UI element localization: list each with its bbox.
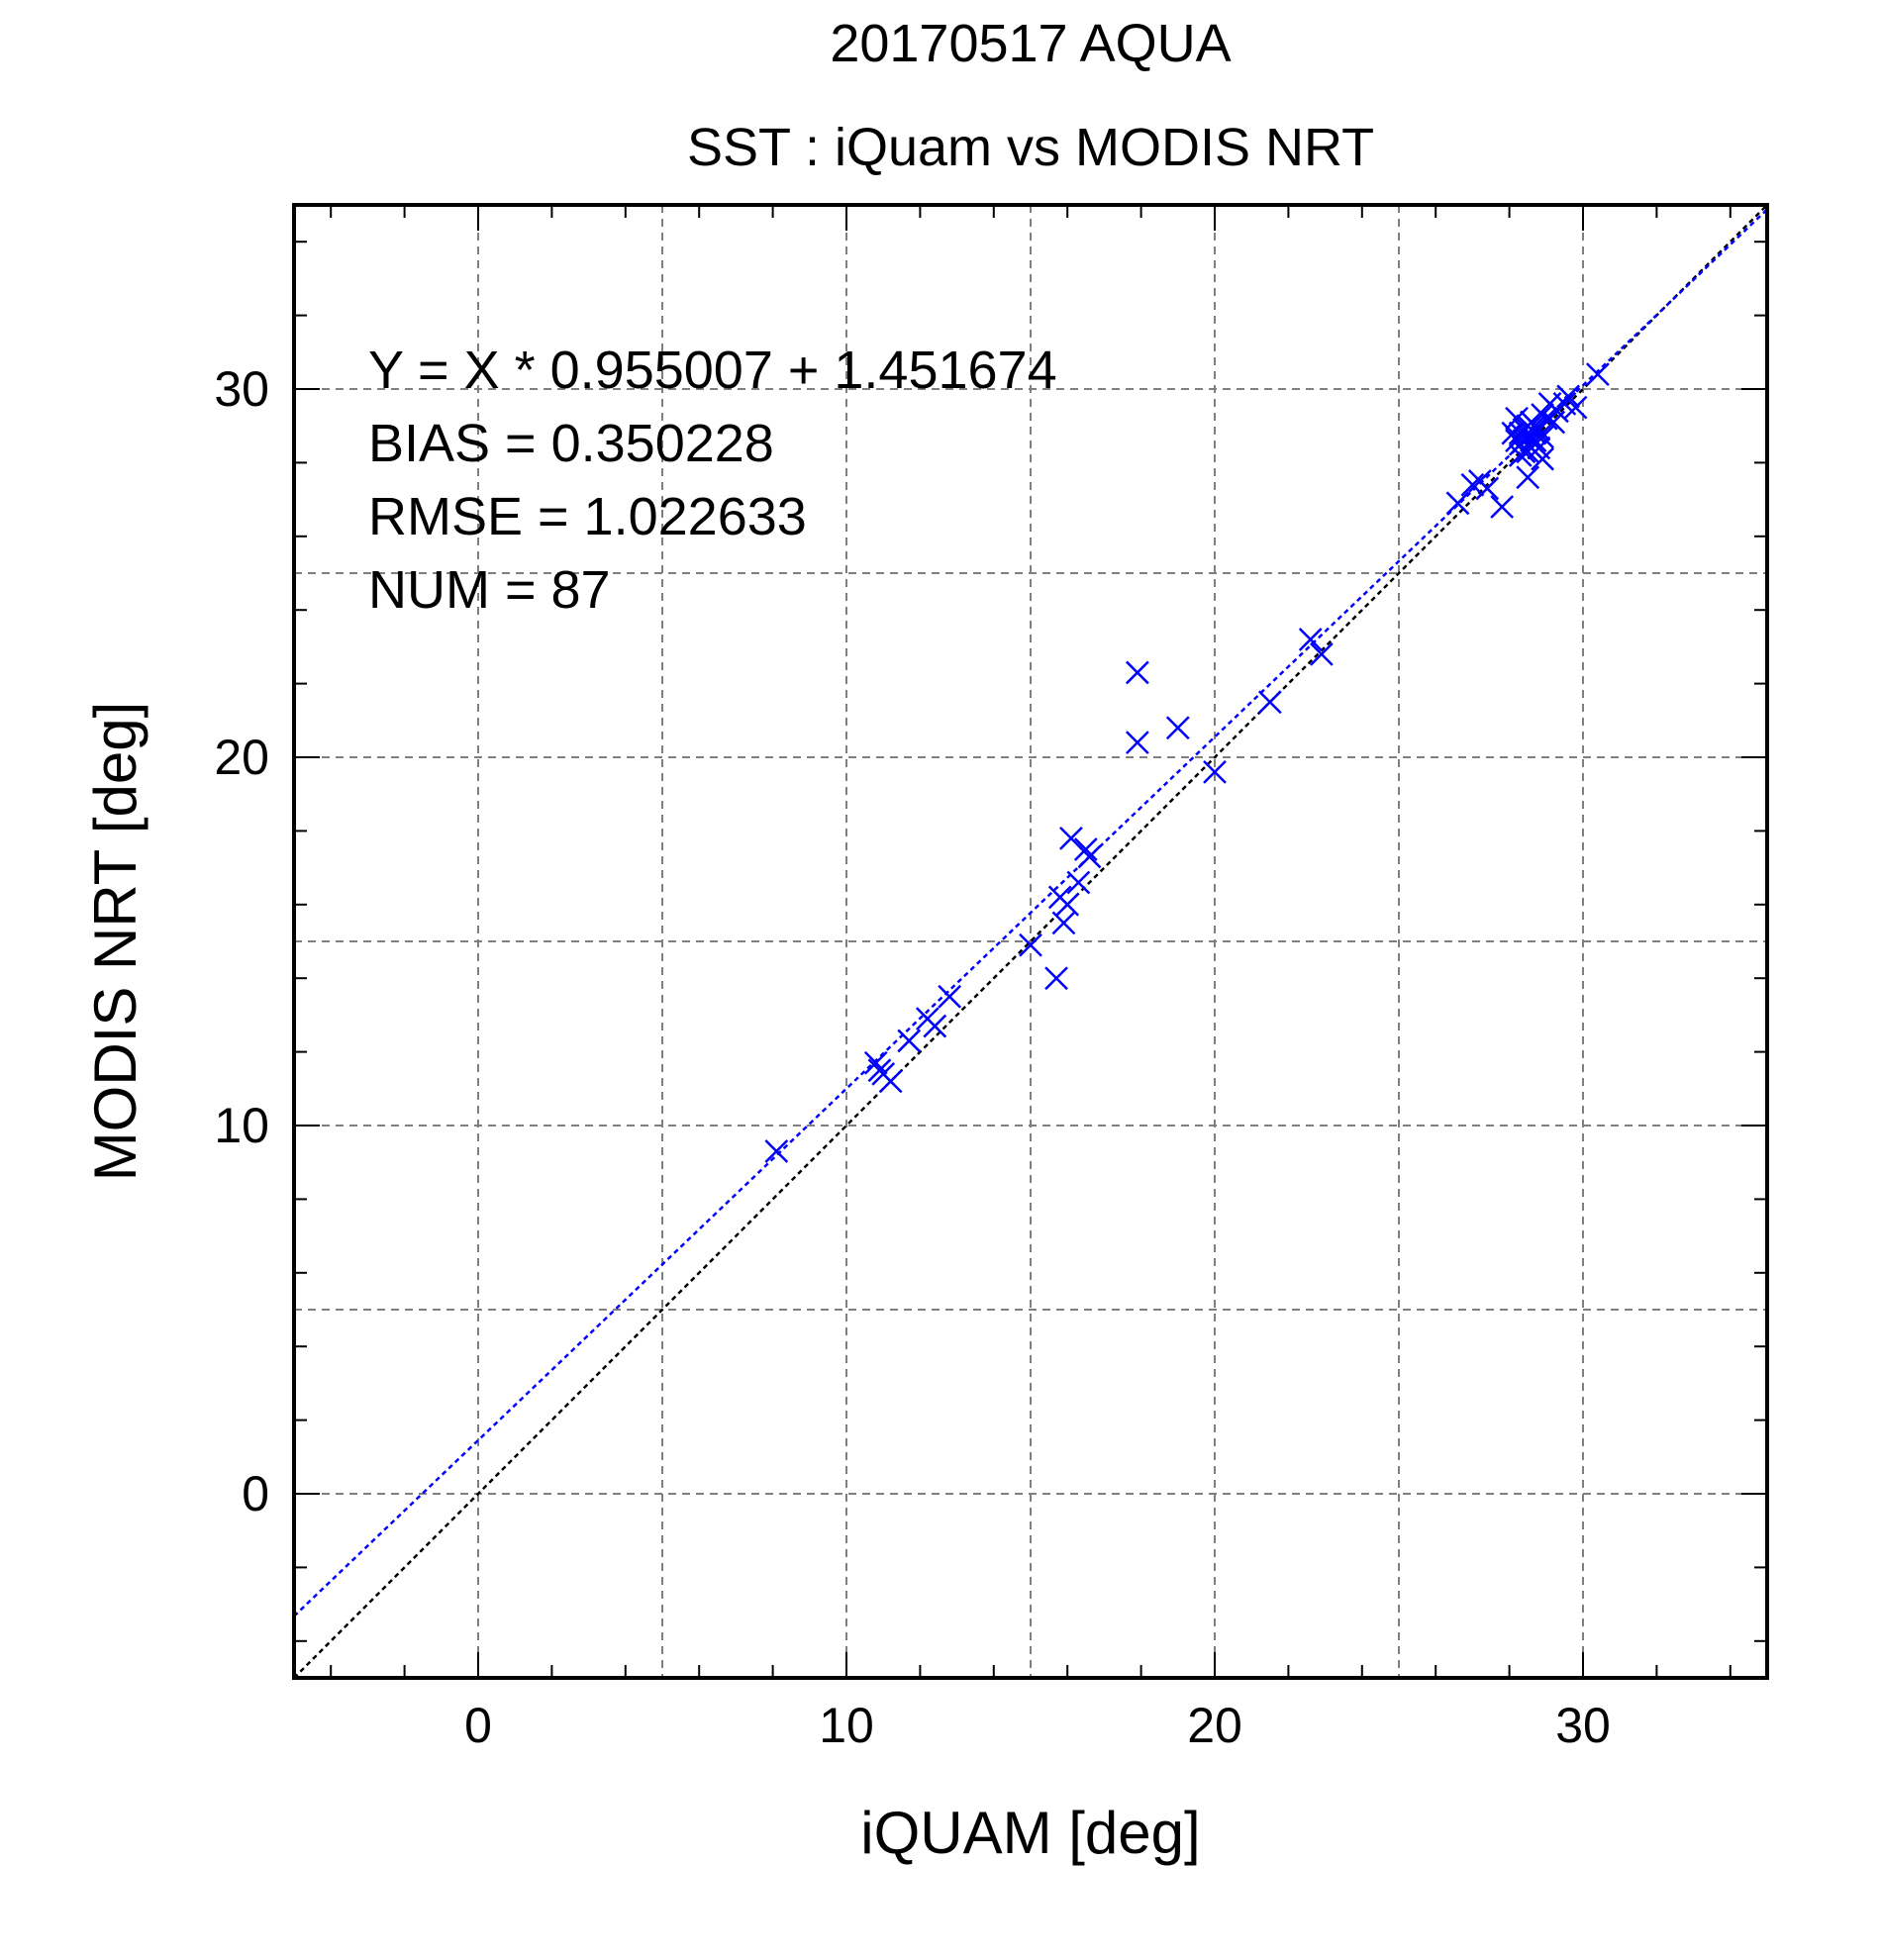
x-tick-label-20: 20 (1187, 1698, 1242, 1753)
data-point-46 (1534, 406, 1558, 431)
data-point-1 (863, 1050, 888, 1075)
x-tick-label-0: 0 (464, 1698, 492, 1753)
x-axis-label: iQUAM [deg] (860, 1800, 1200, 1866)
data-point-31 (1505, 406, 1529, 431)
data-point-61 (1531, 425, 1554, 449)
data-point-43 (1516, 465, 1540, 490)
data-point-4 (878, 1069, 903, 1094)
y-tick-label-20: 20 (214, 730, 269, 785)
y-tick-label-0: 0 (242, 1466, 269, 1521)
y-tick-label-30: 30 (214, 361, 269, 417)
data-point-7 (923, 1014, 947, 1038)
y-tick-label-10: 10 (214, 1098, 269, 1153)
data-point-16 (1073, 837, 1098, 861)
chart-title: 20170517 AQUA (830, 14, 1231, 73)
data-point-8 (938, 984, 962, 1009)
data-point-10 (1044, 966, 1068, 991)
y-axis-label: MODIS NRT [deg] (82, 702, 148, 1182)
data-point-23 (1298, 628, 1323, 651)
data-point-9 (1019, 932, 1042, 957)
stats-box: Y = X * 0.955007 + 1.451674 BIAS = 0.350… (368, 341, 1057, 620)
data-point-52 (1585, 362, 1610, 387)
data-point-5 (897, 1029, 922, 1053)
data-point-59 (1523, 414, 1547, 439)
data-point-45 (1531, 446, 1554, 471)
data-point-54 (1508, 443, 1533, 467)
data-point-19 (1125, 731, 1149, 755)
data-points (764, 362, 1610, 1163)
data-point-17 (1077, 844, 1102, 869)
data-point-28 (1475, 476, 1500, 501)
data-point-29 (1490, 495, 1515, 519)
data-point-24 (1309, 641, 1334, 666)
data-point-14 (1059, 826, 1083, 850)
data-point-0 (764, 1139, 789, 1163)
data-point-12 (1051, 911, 1076, 935)
axis-ticks (294, 205, 1767, 1678)
x-tick-labels: 0 10 20 30 (464, 1698, 1611, 1753)
data-point-13 (1055, 892, 1080, 917)
data-point-21 (1203, 759, 1227, 784)
stats-line-num: NUM = 87 (368, 560, 611, 620)
data-point-26 (1460, 472, 1485, 497)
data-point-18 (1125, 660, 1149, 685)
stats-line-equation: Y = X * 0.955007 + 1.451674 (368, 341, 1057, 400)
chart-subtitle: SST : iQuam vs MODIS NRT (687, 118, 1374, 177)
data-point-25 (1445, 491, 1470, 516)
data-point-22 (1257, 690, 1282, 715)
plot-frame (292, 203, 1769, 1680)
x-tick-label-10: 10 (819, 1698, 874, 1753)
data-point-15 (1066, 870, 1091, 895)
grid-lines (294, 205, 1767, 1678)
data-point-50 (1556, 384, 1581, 409)
x-tick-label-30: 30 (1555, 1698, 1611, 1753)
data-point-20 (1165, 716, 1190, 740)
y-tick-labels: 0 10 20 30 (214, 361, 269, 1521)
data-point-60 (1541, 410, 1566, 435)
data-point-58 (1508, 421, 1533, 445)
stats-line-bias: BIAS = 0.350228 (368, 414, 774, 473)
data-point-51 (1563, 395, 1588, 420)
stats-line-rmse: RMSE = 1.022633 (368, 487, 807, 546)
